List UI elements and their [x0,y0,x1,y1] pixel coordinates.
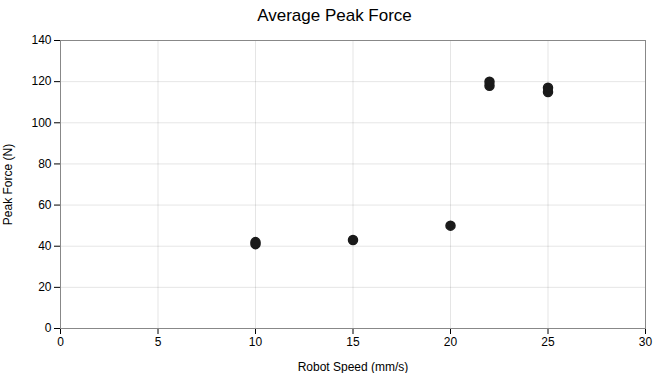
svg-text:30: 30 [639,335,653,349]
svg-text:5: 5 [155,335,162,349]
svg-text:15: 15 [346,335,360,349]
svg-text:120: 120 [31,74,51,88]
svg-text:0: 0 [57,335,64,349]
svg-text:Robot Speed (mm/s): Robot Speed (mm/s) [298,360,409,374]
svg-text:40: 40 [38,239,52,253]
html-text:Average Peak Force: Average Peak Force [257,6,412,25]
svg-text:Peak Force (N): Peak Force (N) [1,144,15,225]
svg-text:0: 0 [45,321,52,335]
svg-text:60: 60 [38,198,52,212]
svg-text:20: 20 [444,335,458,349]
svg-text:80: 80 [38,157,52,171]
svg-text:10: 10 [249,335,263,349]
svg-text:140: 140 [31,33,51,47]
svg-text:25: 25 [541,335,555,349]
svg-text:20: 20 [38,280,52,294]
svg-text:100: 100 [31,116,51,130]
